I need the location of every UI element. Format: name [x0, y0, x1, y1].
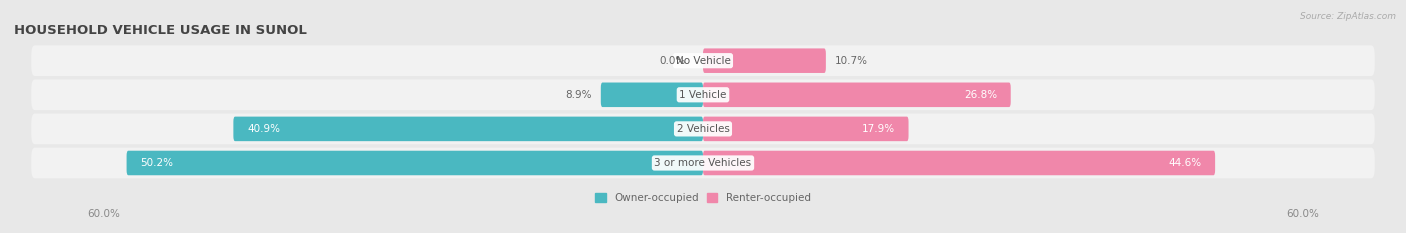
Text: 60.0%: 60.0% [1286, 209, 1319, 219]
Text: 10.7%: 10.7% [835, 56, 868, 66]
Text: HOUSEHOLD VEHICLE USAGE IN SUNOL: HOUSEHOLD VEHICLE USAGE IN SUNOL [14, 24, 307, 37]
Text: 3 or more Vehicles: 3 or more Vehicles [654, 158, 752, 168]
FancyBboxPatch shape [600, 82, 703, 107]
FancyBboxPatch shape [703, 82, 1011, 107]
Text: 60.0%: 60.0% [87, 209, 120, 219]
Text: 26.8%: 26.8% [965, 90, 997, 100]
FancyBboxPatch shape [703, 151, 1215, 175]
Text: 17.9%: 17.9% [862, 124, 894, 134]
Text: 0.0%: 0.0% [659, 56, 686, 66]
Text: 2 Vehicles: 2 Vehicles [676, 124, 730, 134]
FancyBboxPatch shape [31, 113, 1375, 144]
Legend: Owner-occupied, Renter-occupied: Owner-occupied, Renter-occupied [591, 189, 815, 207]
FancyBboxPatch shape [31, 148, 1375, 178]
Text: Source: ZipAtlas.com: Source: ZipAtlas.com [1301, 12, 1396, 21]
FancyBboxPatch shape [703, 48, 825, 73]
FancyBboxPatch shape [31, 79, 1375, 110]
Text: 40.9%: 40.9% [247, 124, 280, 134]
Text: 44.6%: 44.6% [1168, 158, 1201, 168]
FancyBboxPatch shape [31, 45, 1375, 76]
FancyBboxPatch shape [127, 151, 703, 175]
Text: 1 Vehicle: 1 Vehicle [679, 90, 727, 100]
FancyBboxPatch shape [703, 116, 908, 141]
Text: No Vehicle: No Vehicle [675, 56, 731, 66]
Text: 50.2%: 50.2% [141, 158, 173, 168]
Text: 8.9%: 8.9% [565, 90, 592, 100]
FancyBboxPatch shape [233, 116, 703, 141]
